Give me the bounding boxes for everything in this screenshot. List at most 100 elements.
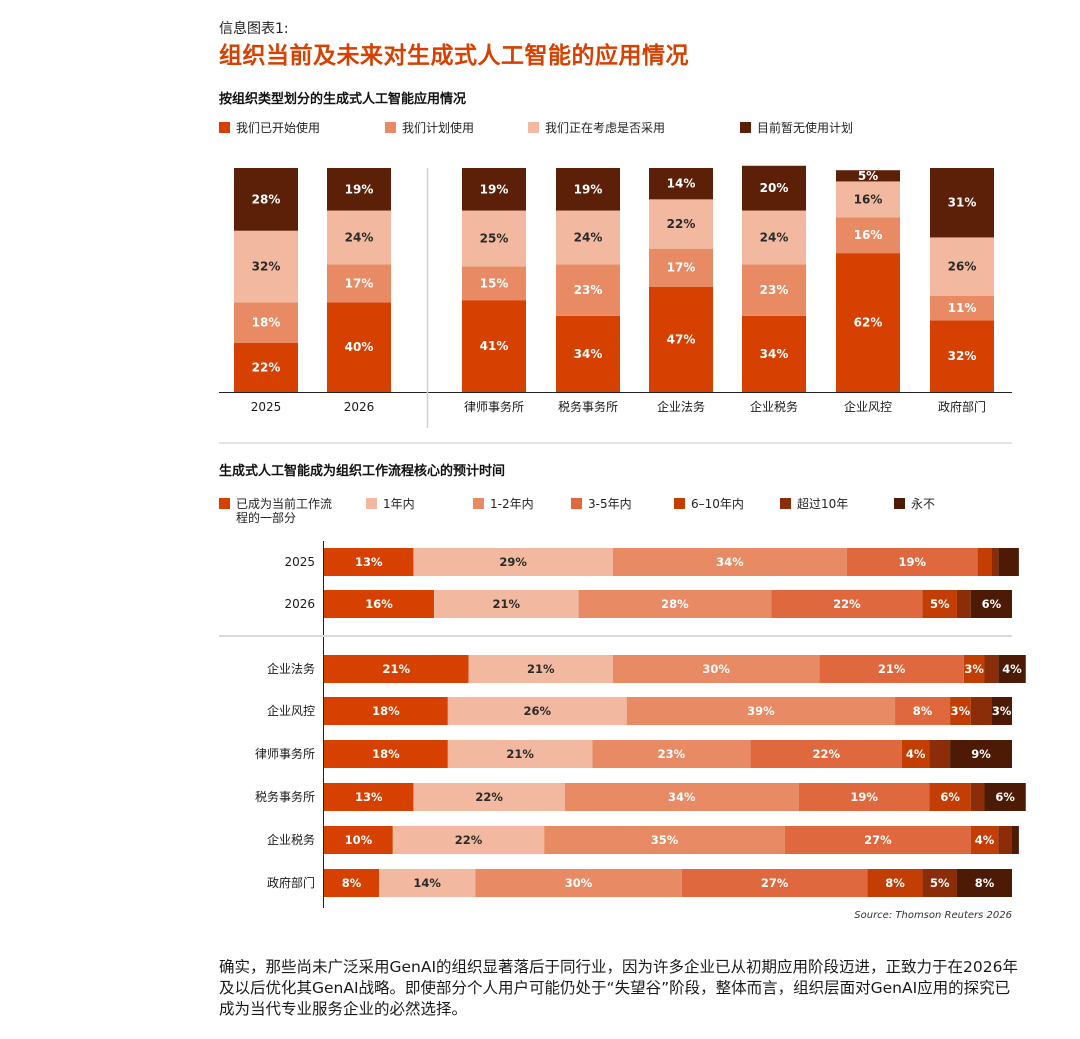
bar-segment [324, 826, 393, 854]
column-data-label: 47% [667, 332, 696, 346]
bar-segment [998, 655, 1026, 683]
column-data-label: 23% [574, 283, 603, 297]
bar-data-label: 34% [716, 555, 744, 569]
column-segment [836, 170, 900, 182]
legend-timeline-610y: 6–10年内 [674, 497, 744, 511]
legend-swatch-12y [473, 498, 484, 509]
bar-data-label: 5% [930, 876, 950, 890]
column-data-label: 19% [345, 182, 374, 196]
bar-category-label: 企业法务 [267, 661, 315, 676]
bar-data-label: 39% [747, 704, 775, 718]
column-data-label: 32% [252, 260, 281, 274]
bar-category-label: 企业税务 [267, 832, 315, 847]
bar-segment [1012, 826, 1019, 854]
column-data-label: 16% [854, 192, 883, 206]
column-data-label: 5% [858, 169, 878, 183]
column-segment [556, 315, 620, 392]
bar-category-label: 企业风控 [267, 703, 315, 718]
bar-data-label: 8% [885, 876, 905, 890]
column-category-label: 2026 [344, 400, 375, 414]
legend-timeline-part: 已成为当前工作流 程的一部分 [219, 497, 359, 525]
column-data-label: 17% [667, 261, 696, 275]
column-segment [556, 168, 620, 211]
column-segment [327, 264, 391, 303]
legend-swatch-never [894, 498, 905, 509]
column-segment [462, 300, 526, 392]
column-segment [930, 295, 994, 321]
bar-segment [544, 826, 785, 854]
column-segment [327, 210, 391, 265]
bar-data-label: 34% [668, 790, 696, 804]
column-data-label: 62% [854, 316, 883, 330]
legend-swatch-none [740, 122, 751, 133]
column-segment [649, 199, 713, 249]
bar-segment [324, 783, 414, 811]
column-data-label: 34% [760, 347, 789, 361]
bar-data-label: 3% [992, 704, 1012, 718]
bar-data-label: 29% [499, 555, 527, 569]
column-data-label: 24% [345, 230, 374, 244]
bar-segment [991, 548, 999, 576]
bar-segment [901, 740, 930, 768]
legend-swatch-1y [366, 498, 377, 509]
bar-segment [468, 655, 613, 683]
bar-segment [413, 548, 613, 576]
bar-segment [998, 826, 1012, 854]
bar-segment [612, 548, 847, 576]
column-data-label: 11% [948, 301, 977, 315]
bar-segment [977, 548, 992, 576]
bar-data-label: 21% [506, 747, 534, 761]
bar-segment [950, 697, 971, 725]
column-category-label: 税务事务所 [558, 399, 618, 414]
bar-data-label: 18% [372, 747, 400, 761]
bar-category-label: 律师事务所 [255, 746, 315, 761]
column-data-label: 24% [574, 230, 603, 244]
bar-segment [784, 826, 971, 854]
bar-segment [612, 655, 820, 683]
bar-segment [564, 783, 799, 811]
adoption-stacked-column-chart: 22% 18% 32% 28% 2025 40% 17% 24% 19% 2026 41% 15% 25… [219, 165, 1012, 428]
bar-segment [392, 826, 545, 854]
column-data-label: 24% [760, 230, 789, 244]
bar-data-label: 3% [964, 662, 984, 676]
bar-data-label: 5% [930, 597, 950, 611]
bar-segment [922, 590, 957, 618]
column-data-label: 28% [252, 192, 281, 206]
bar-data-label: 4% [1002, 662, 1022, 676]
legend-label-12y: 1-2年内 [490, 497, 534, 511]
bar-data-label: 9% [971, 747, 991, 761]
column-data-label: 34% [574, 347, 603, 361]
bar-data-label: 35% [651, 833, 679, 847]
column-category-label: 律师事务所 [464, 399, 524, 414]
bar-segment [434, 590, 579, 618]
bar-data-label: 30% [565, 876, 593, 890]
bar-segment [578, 590, 772, 618]
bar-segment [819, 655, 964, 683]
bar-data-label: 22% [475, 790, 503, 804]
bar-data-label: 10% [345, 833, 373, 847]
bar-segment [379, 869, 476, 897]
column-data-label: 31% [948, 196, 977, 210]
bar-segment [447, 740, 593, 768]
bar-segment [956, 869, 1012, 897]
column-category-label: 企业法务 [657, 399, 705, 414]
bar-data-label: 16% [365, 597, 393, 611]
column-data-label: 22% [667, 217, 696, 231]
bar-segment [929, 783, 971, 811]
bar-segment [592, 740, 751, 768]
top-chart-subtitle: 按组织类型划分的生成式人工智能应用情况 [219, 92, 467, 107]
legend-label-1y: 1年内 [383, 497, 415, 511]
legend-label-none: 目前暂无使用计划 [757, 121, 854, 135]
column-data-label: 14% [667, 177, 696, 191]
column-segment [649, 248, 713, 287]
bar-segment [324, 655, 469, 683]
bar-segment [922, 869, 957, 897]
source-note: Source: Thomson Reuters 2026 [854, 910, 1012, 921]
legend-label-never: 永不 [911, 497, 936, 511]
bar-data-label: 21% [878, 662, 906, 676]
column-data-label: 32% [948, 349, 977, 363]
bar-segment [324, 590, 435, 618]
bar-data-label: 6% [940, 790, 960, 804]
section-divider [219, 442, 1012, 444]
bar-segment [681, 869, 868, 897]
